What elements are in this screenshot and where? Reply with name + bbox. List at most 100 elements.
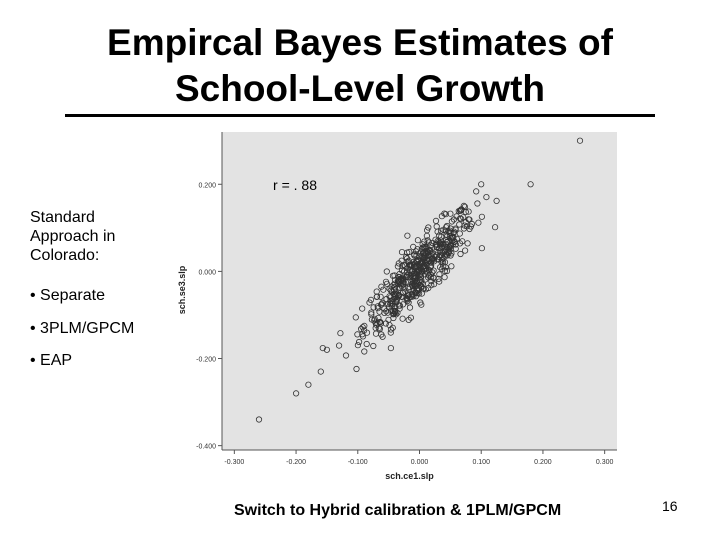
x-tick-label: 0.200 <box>534 459 552 466</box>
data-point <box>398 267 406 274</box>
side-panel: Standard Approach in Colorado: <box>30 208 140 265</box>
data-point <box>377 293 384 300</box>
data-point <box>387 326 395 333</box>
data-point <box>373 293 381 300</box>
data-point <box>372 324 379 332</box>
bullet-3plm-gpcm: • 3PLM/GPCM <box>30 320 135 337</box>
data-point <box>442 224 450 231</box>
data-point <box>353 365 360 373</box>
data-point <box>460 225 468 232</box>
data-point <box>444 245 451 253</box>
data-point <box>424 237 431 244</box>
data-point <box>406 267 413 274</box>
data-point <box>399 301 407 308</box>
data-point <box>443 222 451 230</box>
data-point <box>337 330 344 337</box>
bullet-eap: • EAP <box>30 352 73 369</box>
data-point <box>474 200 481 207</box>
data-point <box>367 296 375 303</box>
data-point <box>491 224 499 231</box>
data-point <box>376 325 383 332</box>
data-point <box>428 278 435 285</box>
data-point <box>383 280 391 287</box>
data-point <box>323 346 330 353</box>
data-point <box>414 290 421 297</box>
data-point <box>426 267 433 274</box>
data-point <box>255 416 263 423</box>
data-point <box>456 221 463 228</box>
data-point <box>460 202 467 209</box>
data-point <box>443 239 451 246</box>
data-point <box>419 285 427 292</box>
data-point <box>457 250 464 258</box>
data-point <box>359 333 367 340</box>
data-point <box>375 314 382 321</box>
data-point <box>448 263 455 270</box>
data-point <box>407 314 414 321</box>
data-point <box>442 211 449 218</box>
data-point <box>419 254 426 261</box>
data-point <box>447 245 454 252</box>
data-point <box>368 309 375 316</box>
data-point <box>420 244 428 251</box>
data-point <box>452 226 459 233</box>
data-point <box>413 286 420 293</box>
data-point <box>379 299 386 306</box>
data-point <box>399 289 406 297</box>
data-point <box>352 314 359 321</box>
data-point <box>399 263 406 270</box>
x-axis-title: sch.ce1.slp <box>385 471 434 481</box>
data-point <box>370 304 377 311</box>
data-point <box>441 267 448 275</box>
data-point <box>423 268 430 275</box>
data-point <box>390 295 397 303</box>
data-point <box>440 240 447 247</box>
slide-title: Empircal Bayes Estimates of School-Level… <box>107 22 613 109</box>
y-axis-title: sch.se3.slp <box>177 265 187 314</box>
data-point <box>466 216 473 223</box>
data-point <box>396 284 404 291</box>
data-point <box>437 227 445 234</box>
data-point <box>385 304 392 311</box>
data-point <box>388 298 395 305</box>
data-point <box>363 340 370 348</box>
data-point <box>434 255 441 263</box>
data-point <box>452 245 459 252</box>
data-point <box>409 292 416 299</box>
data-point <box>467 223 474 230</box>
data-point <box>478 213 485 220</box>
data-point <box>430 256 438 263</box>
data-point <box>461 247 469 254</box>
data-point <box>406 274 413 281</box>
data-point <box>527 181 534 188</box>
x-tick-label: -0.300 <box>224 459 244 466</box>
data-point <box>422 286 429 293</box>
data-point <box>335 342 343 349</box>
data-point <box>411 252 418 259</box>
data-point <box>439 259 447 266</box>
data-point <box>493 197 500 204</box>
y-tick-label: 0.200 <box>198 182 216 189</box>
data-point <box>371 315 378 322</box>
data-point <box>380 286 387 293</box>
data-point <box>374 303 381 310</box>
data-point <box>478 245 485 252</box>
data-point <box>456 230 463 237</box>
data-point <box>383 268 390 275</box>
data-point <box>424 274 432 281</box>
data-point <box>376 308 383 315</box>
data-point <box>417 273 424 280</box>
data-point <box>483 194 490 201</box>
data-point <box>396 302 404 309</box>
y-tick-label: -0.200 <box>196 357 216 364</box>
data-point <box>387 287 394 294</box>
data-point <box>361 322 368 329</box>
data-point <box>434 249 442 256</box>
data-point <box>404 296 411 303</box>
data-point <box>456 215 464 222</box>
data-point <box>435 256 442 263</box>
data-point <box>376 318 383 326</box>
data-point <box>428 282 435 289</box>
data-point <box>292 390 300 397</box>
